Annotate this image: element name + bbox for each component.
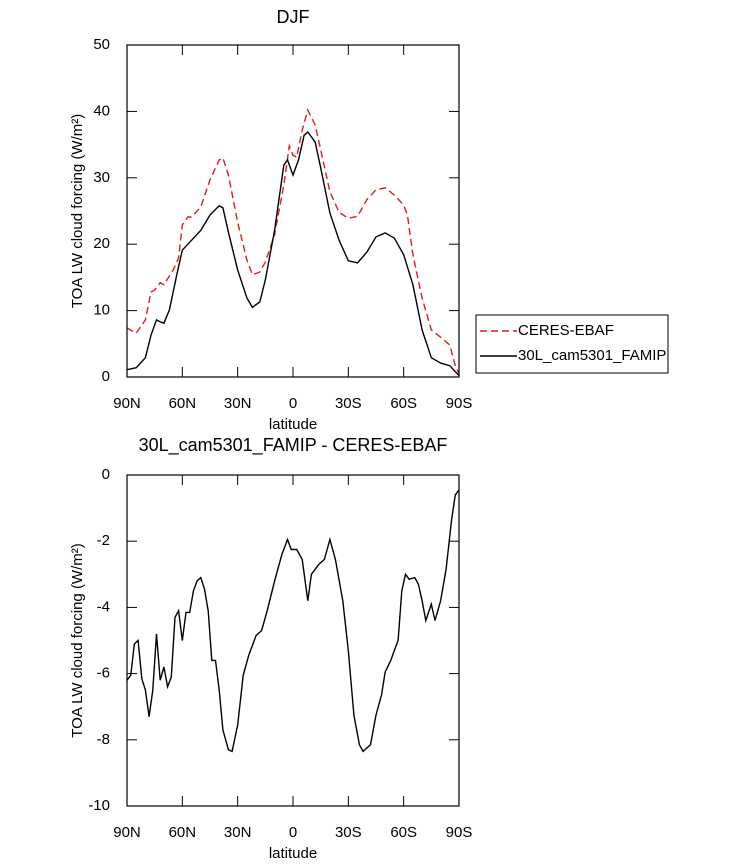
x-tick-label: 90N [113,824,141,841]
x-tick-label: 60S [390,824,417,841]
x-tick-label: 90S [446,395,473,412]
x-axis-label: latitude [269,416,317,433]
x-tick-label: 60N [169,395,197,412]
plot-frame [126,44,460,378]
y-tick-label: 30 [93,169,110,186]
y-tick-label: 20 [93,235,110,252]
y-tick-label: 0 [102,368,110,385]
y-tick-label: -10 [88,797,110,814]
legend: CERES-EBAF 30L_cam5301_FAMIP [475,314,669,374]
data-line [126,130,460,377]
legend-label: 30L_cam5301_FAMIP [518,347,666,364]
y-axis-label: TOA LW cloud forcing (W/m²) [69,543,86,737]
x-tick-label: 30S [335,824,362,841]
x-tick-label: 30S [335,395,362,412]
y-tick-label: 40 [93,102,110,119]
y-axis-label: TOA LW cloud forcing (W/m²) [69,114,86,308]
x-axis-label: latitude [269,845,317,862]
x-tick-label: 0 [289,395,297,412]
y-tick-label: -8 [97,731,110,748]
chart-title: DJF [277,7,310,27]
x-tick-label: 0 [289,824,297,841]
y-tick-label: -2 [97,532,110,549]
y-tick-label: 50 [93,36,110,53]
y-tick-label: -4 [97,598,110,615]
x-tick-label: 30N [224,824,252,841]
plot-frame [126,474,460,807]
legend-box [475,314,669,374]
x-tick-label: 30N [224,395,252,412]
x-tick-label: 90N [113,395,141,412]
x-tick-label: 60N [169,824,197,841]
y-tick-label: 0 [102,466,110,483]
chart-title: 30L_cam5301_FAMIP - CERES-EBAF [139,435,448,456]
x-tick-label: 90S [446,824,473,841]
legend-label: CERES-EBAF [518,322,614,339]
y-tick-label: 10 [93,302,110,319]
data-line [126,108,460,374]
data-line [126,489,460,753]
y-tick-label: -6 [97,665,110,682]
x-tick-label: 60S [390,395,417,412]
